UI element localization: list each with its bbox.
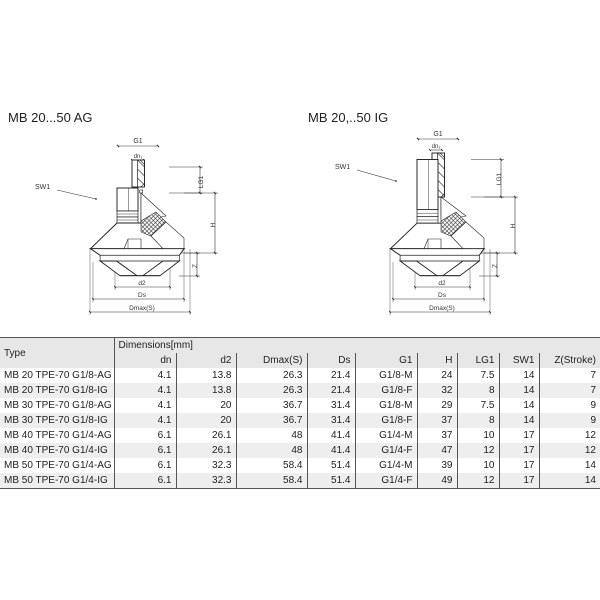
- svg-text:dn₁: dn₁: [134, 154, 143, 160]
- svg-text:LG1: LG1: [496, 172, 503, 185]
- svg-text:Dmax(S): Dmax(S): [129, 305, 155, 312]
- svg-text:G1: G1: [433, 131, 442, 138]
- svg-text:SW1: SW1: [35, 184, 50, 191]
- svg-text:H: H: [510, 223, 517, 228]
- svg-text:Ds: Ds: [138, 292, 147, 299]
- svg-text:Z: Z: [492, 264, 499, 268]
- svg-text:Z: Z: [192, 264, 199, 268]
- svg-text:d2: d2: [438, 280, 446, 287]
- svg-text:SW1: SW1: [335, 164, 350, 171]
- svg-text:dn₁: dn₁: [432, 144, 441, 150]
- svg-text:H: H: [210, 222, 217, 227]
- svg-text:d2: d2: [138, 280, 146, 287]
- svg-text:G1: G1: [133, 138, 142, 145]
- svg-text:LG1: LG1: [198, 175, 205, 188]
- svg-text:Ds: Ds: [438, 292, 447, 299]
- svg-text:Dmax(S): Dmax(S): [429, 305, 455, 312]
